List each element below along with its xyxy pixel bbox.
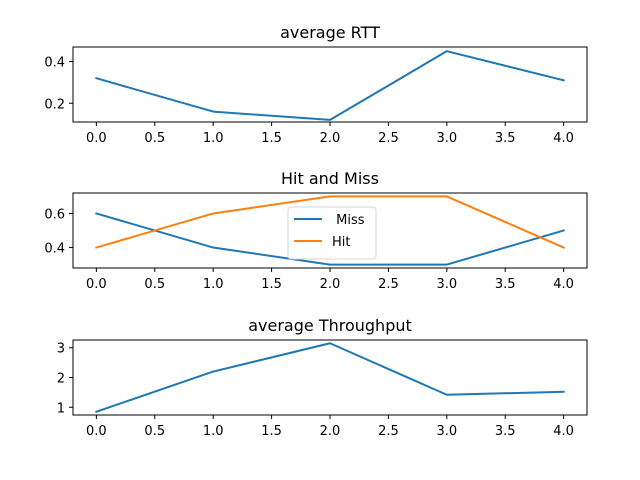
- data-point: [212, 247, 214, 249]
- series-line: [95, 50, 565, 121]
- y-tick-label: 0.4: [44, 56, 65, 71]
- data-point: [563, 79, 565, 81]
- x-tick-label: 2.5: [378, 277, 399, 292]
- x-tick-label: 0.0: [86, 131, 107, 146]
- x-tick-label: 1.0: [203, 277, 224, 292]
- x-tick-label: 1.5: [261, 277, 282, 292]
- x-tick-label: 4.0: [553, 277, 574, 292]
- chart-panel: average RTT 0.0 0.5 1.0 1.5 2.0 2.5 3.0 3.5 4.0 0.…: [44, 23, 588, 146]
- legend-label: Miss: [332, 213, 365, 228]
- data-point: [95, 77, 97, 79]
- data-point: [446, 50, 448, 52]
- chart-panel: Hit and Miss 0.0 0.5 1.0 1.5 2.0 2.5 3.0 3.5 4.0 0…: [44, 169, 588, 292]
- x-tick-label: 3.5: [495, 424, 516, 439]
- data-point: [329, 195, 331, 197]
- data-point: [563, 247, 565, 249]
- x-tick-label: 1.5: [261, 131, 282, 146]
- data-point: [212, 111, 214, 113]
- x-tick-label: 0.5: [144, 131, 165, 146]
- data-point: [95, 411, 97, 413]
- data-point: [329, 342, 331, 344]
- data-point: [95, 212, 97, 214]
- y-tick-label: 0.2: [44, 97, 65, 112]
- data-point: [329, 264, 331, 266]
- x-tick-label: 0.5: [144, 277, 165, 292]
- data-point: [212, 212, 214, 214]
- x-tick-label: 4.0: [553, 131, 574, 146]
- legend: Miss Hit: [287, 206, 377, 260]
- series-line: [95, 342, 565, 414]
- data-point: [563, 391, 565, 393]
- data-point: [95, 247, 97, 249]
- chart-title: average RTT: [280, 23, 380, 42]
- x-tick-label: 1.0: [203, 424, 224, 439]
- data-point: [329, 119, 331, 121]
- data-point: [446, 264, 448, 266]
- data-point: [446, 394, 448, 396]
- chart-title: average Throughput: [248, 316, 412, 335]
- y-tick-label: 0.6: [44, 207, 65, 222]
- x-tick-label: 2.0: [320, 424, 341, 439]
- x-tick-label: 3.0: [436, 424, 457, 439]
- series-line: [95, 212, 565, 266]
- x-tick-label: 1.0: [203, 131, 224, 146]
- x-tick-label: 2.0: [320, 277, 341, 292]
- x-tick-label: 2.0: [320, 131, 341, 146]
- x-tick-label: 3.5: [495, 131, 516, 146]
- y-tick-label: 2: [57, 372, 65, 387]
- x-tick-label: 4.0: [553, 424, 574, 439]
- y-tick-label: 0.4: [44, 242, 65, 257]
- data-point: [446, 195, 448, 197]
- x-tick-label: 0.0: [86, 424, 107, 439]
- x-tick-label: 2.5: [378, 424, 399, 439]
- y-tick-label: 3: [57, 342, 65, 357]
- x-tick-label: 3.0: [436, 131, 457, 146]
- x-tick-label: 2.5: [378, 131, 399, 146]
- x-tick-label: 1.5: [261, 424, 282, 439]
- y-tick-label: 1: [57, 401, 65, 416]
- chart-title: Hit and Miss: [281, 169, 379, 188]
- x-tick-label: 0.0: [86, 277, 107, 292]
- data-point: [563, 230, 565, 232]
- data-point: [212, 371, 214, 373]
- series-line: [95, 195, 565, 249]
- x-tick-label: 3.0: [436, 277, 457, 292]
- chart-panel: average Throughput 0.0 0.5 1.0 1.5 2.0 2.5 3.0 3…: [57, 316, 588, 439]
- x-tick-label: 3.5: [495, 277, 516, 292]
- x-tick-label: 0.5: [144, 424, 165, 439]
- legend-label: Hit: [332, 235, 350, 250]
